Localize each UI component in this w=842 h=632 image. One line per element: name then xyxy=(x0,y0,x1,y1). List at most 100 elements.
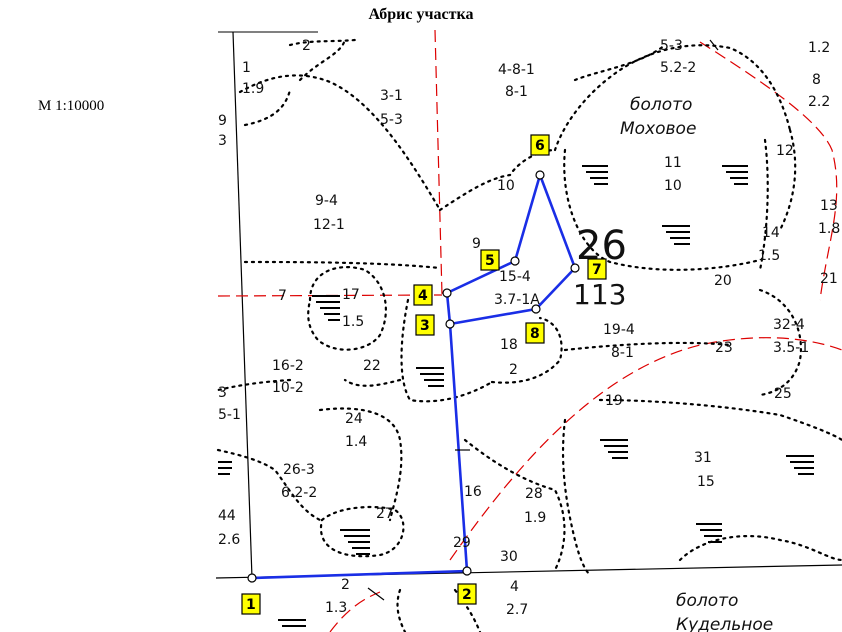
map-label: 5-3 xyxy=(660,38,683,54)
svg-text:5: 5 xyxy=(485,253,495,269)
tick-marks xyxy=(367,39,719,601)
map-label: 1 xyxy=(242,60,251,76)
map-label: 15-4 xyxy=(499,269,531,285)
map-label: 3.5-1 xyxy=(773,340,809,356)
map-label: 19-4 xyxy=(603,322,635,338)
marsh-symbol xyxy=(696,523,722,543)
svg-text:6: 6 xyxy=(535,138,545,154)
subcompartment-boundaries xyxy=(216,38,842,632)
marsh-symbol xyxy=(340,529,370,555)
map-label: 2.6 xyxy=(218,532,240,548)
map-label: 18 xyxy=(500,337,518,353)
marsh-symbol xyxy=(582,165,608,185)
map-label: 1.5 xyxy=(758,248,780,264)
point-label-6: 6 xyxy=(530,134,550,156)
map-label: 6.2-2 xyxy=(281,485,317,501)
map-label: 3 xyxy=(218,133,227,149)
map-label: 32-4 xyxy=(773,317,805,333)
map-label: 16 xyxy=(464,484,482,500)
swamp-name: Моховое xyxy=(620,119,696,139)
svg-text:8: 8 xyxy=(530,326,540,342)
marsh-symbols xyxy=(218,165,814,627)
map-label: 1.5 xyxy=(342,314,364,330)
map-label: 2 xyxy=(509,362,518,378)
map-label: 1.9 xyxy=(524,510,546,526)
marsh-symbol xyxy=(218,461,232,475)
swamp-name: Кудельное xyxy=(676,615,773,632)
road-lines xyxy=(217,29,842,632)
map-label: 23 xyxy=(715,340,733,356)
map-label: 11 xyxy=(664,155,682,171)
map-label: 1.4 xyxy=(345,434,367,450)
svg-text:1: 1 xyxy=(246,597,256,613)
map-label: 9-4 xyxy=(315,193,338,209)
compartment-area: 113 xyxy=(573,278,626,311)
point-label-8: 8 xyxy=(525,322,545,344)
map-label: 3 xyxy=(218,385,227,401)
map-label: 1.8 xyxy=(818,221,840,237)
map-title: Абрис участка xyxy=(368,6,474,23)
subcompartment-labels: 2 1 1.9 3-1 5-3 4-8-1 8-1 5-3 5.2-2 1.2 … xyxy=(218,38,840,618)
map-label: 2 xyxy=(302,38,311,54)
marsh-symbol xyxy=(278,619,306,627)
map-label: 4-8-1 xyxy=(498,62,535,78)
map-label: 1.3 xyxy=(325,600,347,616)
swamp-name: болото xyxy=(676,591,738,611)
marsh-symbol xyxy=(600,439,628,459)
map-label: 27 xyxy=(376,506,394,522)
map-label: 14 xyxy=(762,225,780,241)
map-label: 12 xyxy=(776,143,794,159)
map-label: 4 xyxy=(510,579,519,595)
map-label: 8-1 xyxy=(611,345,634,361)
map-label: 1.9 xyxy=(242,81,264,97)
map-label: 3-1 xyxy=(380,88,403,104)
map-label: 9 xyxy=(218,113,227,129)
map-label: 20 xyxy=(714,273,732,289)
map-label: 12-1 xyxy=(313,217,345,233)
map-label: 31 xyxy=(694,450,712,466)
map-label: 19 xyxy=(605,393,623,409)
svg-text:4: 4 xyxy=(418,288,428,304)
map-label: 29 xyxy=(453,535,471,551)
scale-label: М 1:10000 xyxy=(38,98,105,114)
point-label-1: 1 xyxy=(241,593,261,615)
marsh-symbol xyxy=(722,165,748,185)
map-label: 2.7 xyxy=(506,602,528,618)
svg-text:7: 7 xyxy=(592,262,602,278)
point-label-7: 7 xyxy=(587,258,607,280)
map-label: 30 xyxy=(500,549,518,565)
map-label: 8-1 xyxy=(505,84,528,100)
map-label: 44 xyxy=(218,508,236,524)
svg-text:3: 3 xyxy=(420,318,430,334)
point-label-2: 2 xyxy=(457,583,477,605)
map-label: 10 xyxy=(497,178,515,194)
map-label: 17 xyxy=(342,287,360,303)
point-label-5: 5 xyxy=(480,249,500,271)
marsh-symbol xyxy=(662,225,690,245)
marsh-symbol xyxy=(416,367,444,387)
map-label: 5.2-2 xyxy=(660,60,696,76)
block-boundary-line xyxy=(232,31,253,579)
map-label: 3.7-1А xyxy=(494,292,540,308)
map-label: 5-3 xyxy=(380,112,403,128)
swamp-name: болото xyxy=(630,95,692,115)
map-label: 24 xyxy=(345,411,363,427)
vertex-markers xyxy=(247,170,580,583)
map-label: 22 xyxy=(363,358,381,374)
map-label: 5-1 xyxy=(218,407,241,423)
map-label: 2 xyxy=(341,577,350,593)
map-label: 8 xyxy=(812,72,821,88)
point-label-3: 3 xyxy=(415,314,435,336)
map-label: 16-2 xyxy=(272,358,304,374)
point-label-4: 4 xyxy=(413,284,433,306)
map-label: 26-3 xyxy=(283,462,315,478)
map-label: 1.2 xyxy=(808,40,830,56)
map-label: 10 xyxy=(664,178,682,194)
map-label: 7 xyxy=(278,288,287,304)
map-label: 10-2 xyxy=(272,380,304,396)
map-label: 25 xyxy=(774,386,792,402)
marsh-symbol xyxy=(786,455,814,475)
marsh-symbol xyxy=(312,295,340,321)
map-label: 28 xyxy=(525,486,543,502)
